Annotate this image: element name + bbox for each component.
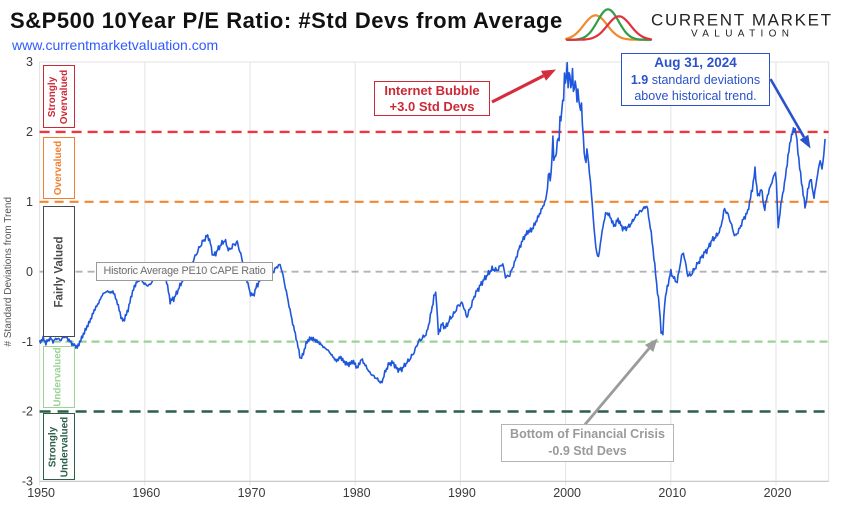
svg-text:3: 3 <box>26 55 33 69</box>
svg-text:VALUATION: VALUATION <box>691 29 789 40</box>
svg-text:2020: 2020 <box>764 486 792 500</box>
svg-text:-2: -2 <box>22 405 33 419</box>
svg-text:2000: 2000 <box>553 486 581 500</box>
svg-text:2: 2 <box>26 125 33 139</box>
svg-text:1950: 1950 <box>27 486 55 500</box>
svg-text:1: 1 <box>26 195 33 209</box>
svg-text:1970: 1970 <box>238 486 266 500</box>
svg-text:# Standard Deviations from Tre: # Standard Deviations from Trend <box>3 197 14 347</box>
svg-text:1980: 1980 <box>343 486 371 500</box>
svg-text:-3: -3 <box>22 475 33 489</box>
svg-text:0: 0 <box>26 265 33 279</box>
svg-text:1990: 1990 <box>448 486 476 500</box>
svg-text:CURRENT MARKET: CURRENT MARKET <box>651 11 831 30</box>
svg-text:1960: 1960 <box>132 486 160 500</box>
svg-text:2010: 2010 <box>658 486 686 500</box>
svg-text:-1: -1 <box>22 335 33 349</box>
